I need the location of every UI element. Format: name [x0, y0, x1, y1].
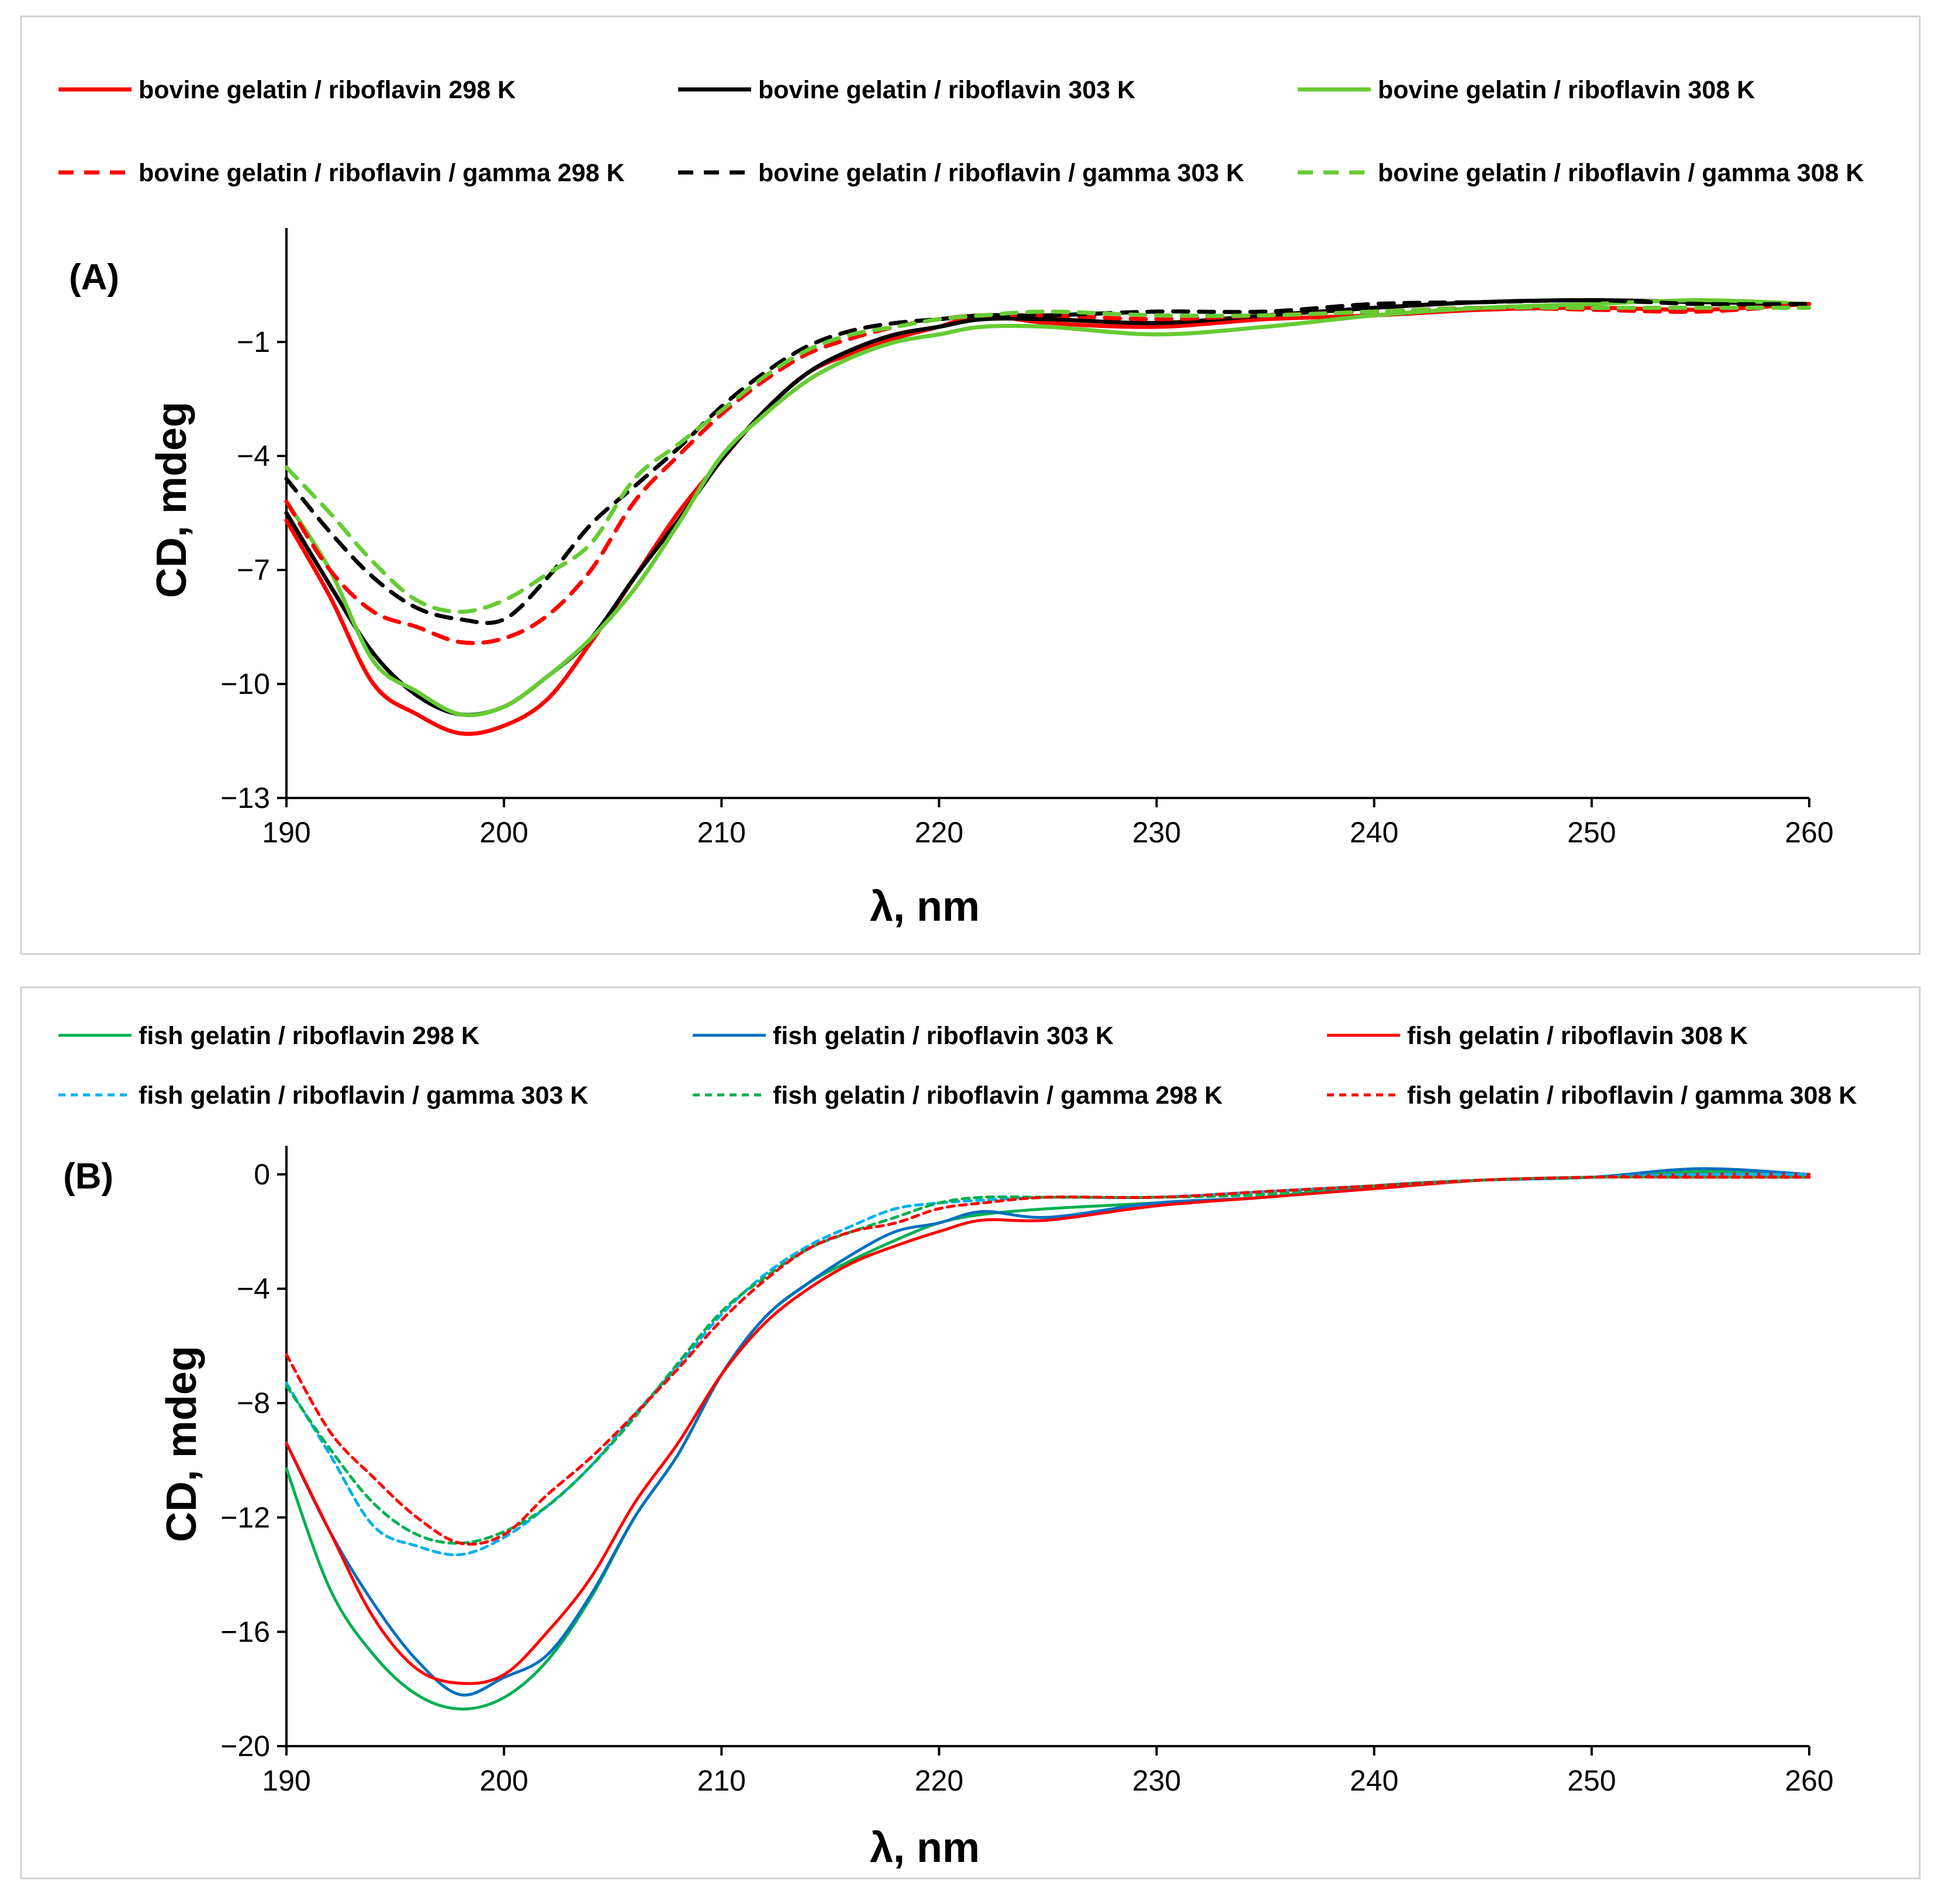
panel-b-x-axis-title: λ, nm: [870, 1824, 980, 1871]
series-line-5: [284, 298, 1812, 626]
panel-a-y-axis-title: CD, mdeg: [148, 402, 195, 598]
y-tick-label: 0: [254, 1158, 270, 1191]
x-tick-label: 210: [697, 1764, 746, 1797]
series-line-6: [285, 1175, 1811, 1546]
x-tick-label: 210: [697, 816, 746, 849]
legend-label-3: bovine gelatin / riboflavin 308 K: [1378, 76, 1755, 104]
y-tick-label: −20: [220, 1730, 270, 1763]
x-tick-label: 220: [915, 1764, 963, 1797]
y-tick-label: −4: [237, 440, 270, 472]
panel-a: bovine gelatin / riboflavin 298 K bovine …: [20, 15, 1921, 955]
panel-b-y-axis-title: CD, mdeg: [158, 1346, 205, 1542]
y-tick-label: −1: [237, 326, 270, 358]
legend-label-5: fish gelatin / riboflavin / gamma 298 K: [773, 1081, 1222, 1110]
y-tick-label: −12: [220, 1501, 270, 1534]
y-tick-label: −13: [220, 782, 270, 814]
panel-a-x-axis-title: λ, nm: [870, 883, 980, 930]
x-tick-label: 220: [915, 816, 963, 849]
legend-label-4: fish gelatin / riboflavin / gamma 303 K: [139, 1081, 588, 1110]
y-tick-label: −8: [237, 1387, 270, 1419]
legend-label-4: bovine gelatin / riboflavin / gamma 298 …: [139, 159, 625, 187]
legend-label-1: fish gelatin / riboflavin 298 K: [139, 1022, 479, 1050]
legend-label-2: fish gelatin / riboflavin 303 K: [773, 1022, 1114, 1050]
panel-a-label: (A): [69, 257, 119, 298]
x-tick-label: 250: [1567, 816, 1616, 849]
panel-b: fish gelatin / riboflavin 298 K fish gela…: [20, 986, 1921, 1879]
x-tick-label: 260: [1785, 816, 1833, 849]
x-tick-label: 240: [1350, 816, 1398, 849]
legend-label-6: fish gelatin / riboflavin / gamma 308 K: [1407, 1081, 1857, 1110]
legend-label-6: bovine gelatin / riboflavin / gamma 308 …: [1378, 159, 1864, 187]
legend-label-1: bovine gelatin / riboflavin 298 K: [139, 76, 516, 104]
x-tick-label: 190: [262, 1764, 310, 1797]
x-tick-label: 200: [479, 816, 528, 849]
x-tick-label: 250: [1567, 1764, 1616, 1797]
legend-label-2: bovine gelatin / riboflavin 303 K: [758, 76, 1135, 104]
panel-b-label: (B): [63, 1156, 113, 1197]
panel-a-legend: bovine gelatin / riboflavin 298 K bovine …: [58, 76, 1864, 187]
y-tick-label: −7: [237, 554, 270, 586]
x-tick-label: 260: [1785, 1764, 1833, 1797]
x-tick-label: 200: [479, 1764, 528, 1797]
legend-label-3: fish gelatin / riboflavin 308 K: [1407, 1022, 1748, 1050]
y-tick-label: −10: [220, 668, 270, 700]
series-line-6: [284, 305, 1812, 614]
x-tick-label: 240: [1350, 1764, 1398, 1797]
y-tick-label: −4: [237, 1273, 270, 1305]
panel-b-frame: [20, 986, 1921, 1879]
x-tick-label: 190: [262, 816, 310, 849]
y-tick-label: −16: [220, 1615, 270, 1648]
x-tick-label: 230: [1132, 816, 1181, 849]
panel-b-legend: fish gelatin / riboflavin 298 K fish gela…: [58, 1022, 1857, 1110]
x-tick-label: 230: [1132, 1764, 1181, 1797]
legend-label-5: bovine gelatin / riboflavin / gamma 303 …: [758, 159, 1245, 187]
